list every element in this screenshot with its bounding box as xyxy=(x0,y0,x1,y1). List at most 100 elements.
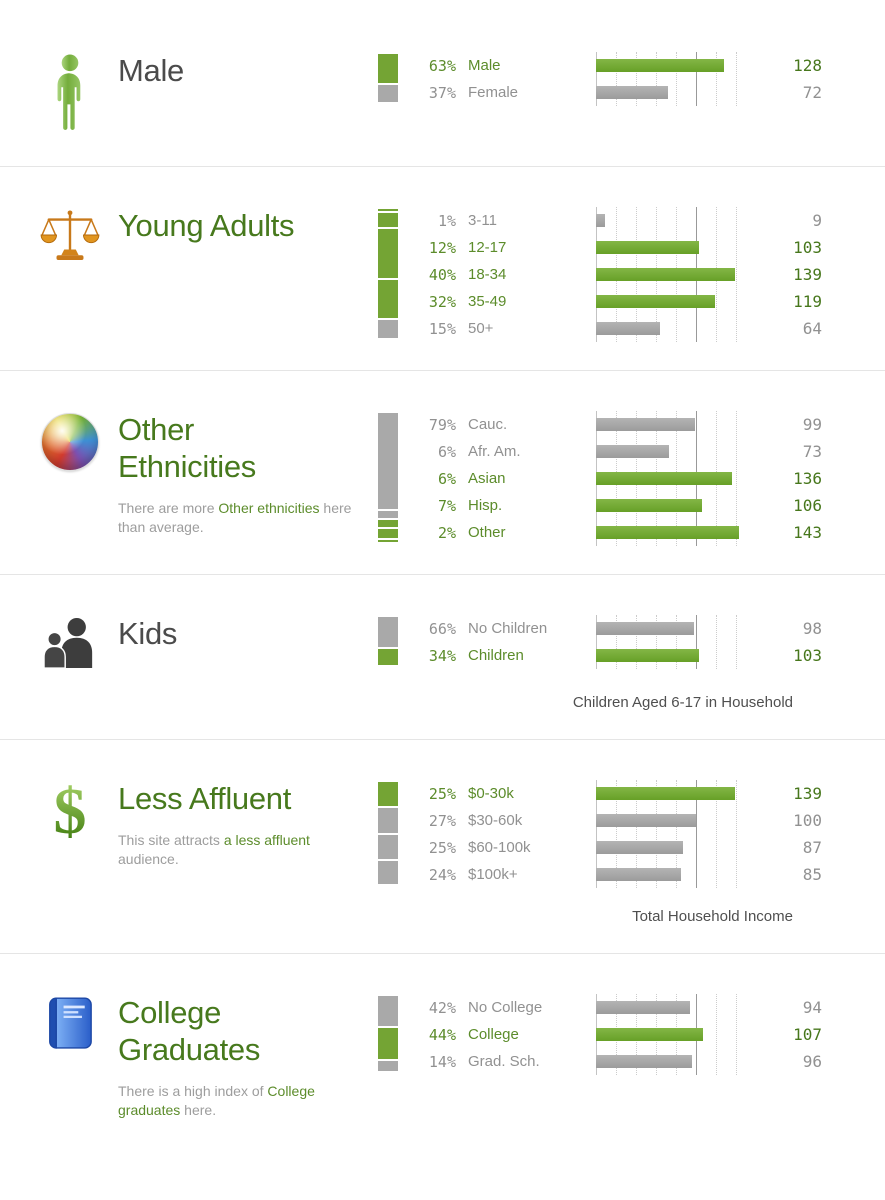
baseline-100-gridline xyxy=(696,52,697,106)
stack-segment xyxy=(378,510,398,518)
index-bar xyxy=(596,622,694,635)
stack-segment xyxy=(378,861,398,884)
index-values: 139 100 87 85 xyxy=(770,780,822,888)
index-bar xyxy=(596,241,699,254)
composition-stack-column xyxy=(378,411,412,543)
section-title: Less Affluent xyxy=(118,781,292,816)
demo-row: 15% 50+ xyxy=(412,315,580,342)
section-young-adults: Young Adults 1% 3-11 12% 12-17 40% 18-34 32% 35… xyxy=(0,166,885,370)
index-bar-row xyxy=(596,52,758,79)
row-label: 12-17 xyxy=(468,239,507,256)
row-percent: 24% xyxy=(428,865,456,884)
index-bar-row xyxy=(596,492,758,519)
gridline xyxy=(736,994,737,1075)
index-bar xyxy=(596,445,669,458)
index-bar xyxy=(596,86,668,99)
icon-column xyxy=(22,207,118,266)
index-value: 94 xyxy=(802,998,822,1017)
row-label: No Children xyxy=(468,620,548,637)
row-label: Afr. Am. xyxy=(468,443,521,460)
composition-stack-column xyxy=(378,52,412,102)
note-highlight: Other ethnicities xyxy=(218,500,320,516)
section-college-graduates: College Graduates There is a high index … xyxy=(0,953,885,1148)
index-bar-row xyxy=(596,207,758,234)
note-highlight: a less affluent xyxy=(223,832,310,848)
stack-segment xyxy=(378,319,398,338)
chart-caption: Children Aged 6-17 in Household xyxy=(572,694,793,711)
row-label: $0-30k xyxy=(468,785,514,802)
row-percent: 1% xyxy=(437,211,456,230)
row-percent: 79% xyxy=(428,415,456,434)
section-kids: Kids 66% No Children 34% Children 98 103 Chi… xyxy=(0,574,885,739)
index-bar-row xyxy=(596,994,758,1021)
section-columns: Young Adults 1% 3-11 12% 12-17 40% 18-34 32% 35… xyxy=(22,207,885,342)
icon-column xyxy=(22,615,118,674)
row-percent: 66% xyxy=(428,619,456,638)
gridline xyxy=(736,52,737,106)
icon-column: $ xyxy=(22,775,118,848)
row-percent: 27% xyxy=(428,811,456,830)
title-column: Kids xyxy=(118,615,378,652)
demo-row: 7% Hisp. xyxy=(412,492,580,519)
index-bar xyxy=(596,59,724,72)
stack-segment xyxy=(378,279,398,318)
index-value: 139 xyxy=(793,265,822,284)
icon-slot: $ xyxy=(53,775,87,848)
demo-row: 6% Asian xyxy=(412,465,580,492)
male-icon xyxy=(57,54,81,130)
breakdown-list: 79% Cauc. 6% Afr. Am. 6% Asian 7% Hisp. 2% Other xyxy=(412,411,580,546)
demo-row: 27% $30-60k xyxy=(412,807,580,834)
section-columns: Kids 66% No Children 34% Children 98 103 xyxy=(22,615,885,674)
icon-slot xyxy=(41,413,99,471)
stack-segment xyxy=(378,209,398,211)
index-bar xyxy=(596,1001,690,1014)
chart-gridlines xyxy=(596,52,758,106)
index-value: 106 xyxy=(793,496,822,515)
row-label: 3-11 xyxy=(468,212,497,229)
row-label: 50+ xyxy=(468,320,494,337)
baseline-100-gridline xyxy=(696,615,697,669)
index-bar xyxy=(596,499,702,512)
demo-row: 79% Cauc. xyxy=(412,411,580,438)
stack-segment xyxy=(378,539,398,543)
note-text: here. xyxy=(180,1102,217,1118)
gridline xyxy=(656,615,657,669)
breakdown-list: 1% 3-11 12% 12-17 40% 18-34 32% 35-49 15% 50+ xyxy=(412,207,580,342)
index-bar-row xyxy=(596,807,758,834)
stack-segment xyxy=(378,84,398,102)
row-label: Female xyxy=(468,84,519,101)
row-label: $60-100k xyxy=(468,839,531,856)
note-text: There is a high index of xyxy=(118,1083,268,1099)
title-column: College Graduates There is a high index … xyxy=(118,994,378,1120)
gridline xyxy=(616,52,617,106)
section-columns: $ Less Affluent This site attracts a les… xyxy=(22,775,885,888)
gridline xyxy=(716,780,717,888)
dollar-icon: $ xyxy=(53,775,87,848)
baseline-100-gridline xyxy=(696,780,697,888)
row-label: 18-34 xyxy=(468,266,507,283)
stack-segment xyxy=(378,529,398,538)
index-values: 9 103 139 119 64 xyxy=(770,207,822,342)
composition-stacked-bar xyxy=(378,413,398,543)
index-bar xyxy=(596,841,683,854)
chart-gridlines xyxy=(596,780,758,888)
composition-stacked-bar xyxy=(378,54,398,102)
stack-segment xyxy=(378,617,398,648)
index-bar xyxy=(596,268,735,281)
index-bar-row xyxy=(596,411,758,438)
composition-stacked-bar xyxy=(378,782,398,884)
row-percent: 34% xyxy=(428,646,456,665)
gridline xyxy=(736,780,737,888)
note-text: audience. xyxy=(118,851,179,867)
index-chart xyxy=(596,52,758,106)
index-bars xyxy=(596,780,758,888)
gridline xyxy=(596,780,597,888)
index-bar xyxy=(596,214,605,227)
index-bars xyxy=(596,52,758,106)
row-label: Hisp. xyxy=(468,497,503,514)
row-percent: 14% xyxy=(428,1052,456,1071)
section-note: There are more Other ethnicities here th… xyxy=(118,499,358,537)
book-icon xyxy=(49,997,92,1049)
composition-stacked-bar xyxy=(378,617,398,665)
icon-slot xyxy=(39,209,101,266)
